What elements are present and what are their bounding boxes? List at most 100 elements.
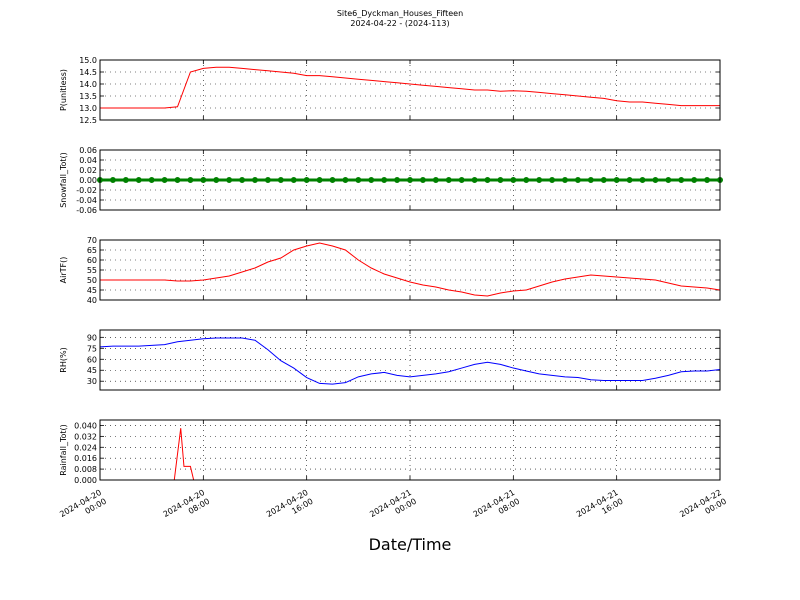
x-tick-label: 2024-04-2108:00 <box>472 488 522 528</box>
y-tick-label: 15.0 <box>79 56 97 65</box>
y-tick-label: 0.016 <box>74 454 97 463</box>
y-axis-label: Snowfall_Tot() <box>59 152 68 208</box>
y-tick-label: 0.024 <box>74 443 97 452</box>
data-point <box>303 177 310 183</box>
y-tick-label: 75 <box>87 344 97 353</box>
plot-frame <box>99 239 721 301</box>
x-axis-label: Date/Time <box>369 535 452 554</box>
data-point <box>174 177 181 183</box>
data-point <box>471 177 478 183</box>
plot-frame <box>99 59 721 121</box>
data-line <box>100 242 721 297</box>
data-line <box>100 66 720 109</box>
data-point <box>316 177 323 183</box>
data-point <box>484 177 491 183</box>
y-tick-label: 55 <box>87 266 97 275</box>
x-tick-label: 2024-04-2116:00 <box>575 488 625 528</box>
y-axis-label: Rainfall_Tot() <box>59 424 68 476</box>
data-point <box>226 177 233 183</box>
data-point <box>200 177 207 183</box>
y-tick-label: 0.06 <box>79 146 97 155</box>
data-point <box>458 177 465 183</box>
data-point <box>277 177 284 183</box>
y-tick-label: 65 <box>87 246 97 255</box>
data-point <box>691 177 698 183</box>
y-tick-label: 45 <box>87 366 97 375</box>
y-tick-label: 0.000 <box>74 476 97 485</box>
data-point <box>613 177 620 183</box>
y-tick-label: 14.0 <box>79 80 97 89</box>
data-point <box>252 177 258 183</box>
data-point <box>342 177 349 183</box>
data-point <box>355 177 362 183</box>
data-point <box>497 177 504 183</box>
data-point <box>626 177 633 183</box>
data-point <box>368 177 375 183</box>
data-point <box>329 177 336 183</box>
data-point <box>704 177 711 183</box>
data-point <box>290 177 297 183</box>
y-tick-label: 0.008 <box>74 465 97 474</box>
data-point <box>161 177 168 183</box>
data-point <box>639 177 646 183</box>
data-point <box>678 177 685 183</box>
data-point <box>419 177 426 183</box>
x-tick-label: 2024-04-2000:00 <box>58 488 108 528</box>
data-point <box>135 177 142 183</box>
plot-frame <box>99 329 721 391</box>
data-point <box>665 177 672 183</box>
y-tick-label: 13.0 <box>79 104 97 113</box>
data-point <box>600 177 607 183</box>
y-tick-label: 40 <box>87 296 97 305</box>
y-tick-label: 0.02 <box>79 166 97 175</box>
data-point <box>407 177 413 183</box>
y-tick-label: -0.06 <box>76 206 97 215</box>
data-point <box>549 177 556 183</box>
data-point <box>394 177 401 183</box>
data-point <box>381 177 388 183</box>
y-tick-label: 0.032 <box>74 432 97 441</box>
data-point <box>148 177 155 183</box>
y-tick-label: 12.5 <box>79 116 97 125</box>
y-tick-label: 60 <box>87 355 97 364</box>
data-point <box>536 177 543 183</box>
data-point <box>187 177 194 183</box>
data-point <box>432 177 439 183</box>
y-tick-label: 14.5 <box>79 68 97 77</box>
data-point <box>574 177 581 183</box>
data-point <box>213 177 220 183</box>
data-point <box>523 177 530 183</box>
x-tick-label: 2024-04-2200:00 <box>678 488 728 528</box>
y-tick-label: 50 <box>87 276 97 285</box>
y-tick-label: 90 <box>87 333 97 342</box>
x-tick-label: 2024-04-2008:00 <box>162 488 212 528</box>
plot-frame <box>99 419 721 481</box>
y-axis-label: RH(%) <box>59 347 68 372</box>
data-point <box>445 177 452 183</box>
y-tick-label: 60 <box>87 256 97 265</box>
data-point <box>264 177 271 183</box>
data-point <box>652 177 659 183</box>
y-tick-label: 0.040 <box>74 421 97 430</box>
x-tick-label: 2024-04-2100:00 <box>368 488 418 528</box>
x-tick-label: 2024-04-2016:00 <box>265 488 315 528</box>
data-point <box>562 177 568 183</box>
data-line <box>99 337 721 385</box>
y-tick-label: 13.5 <box>79 92 97 101</box>
figure-subtitle: 2024-04-22 - (2024-113) <box>350 19 449 28</box>
data-point <box>587 177 594 183</box>
data-point <box>239 177 246 183</box>
y-axis-label: P(unitless) <box>59 69 68 111</box>
data-point <box>510 177 517 183</box>
y-tick-label: 0.04 <box>79 156 97 165</box>
y-tick-label: 30 <box>87 377 97 386</box>
y-tick-label: 45 <box>87 286 97 295</box>
plot-frame <box>99 149 721 211</box>
y-axis-label: AirTF() <box>59 257 68 284</box>
y-tick-label: -0.02 <box>76 186 97 195</box>
figure-title: Site6_Dyckman_Houses_Fifteen <box>337 9 463 18</box>
y-tick-label: 0.00 <box>79 176 97 185</box>
data-point <box>109 177 116 183</box>
y-tick-label: -0.04 <box>76 196 97 205</box>
